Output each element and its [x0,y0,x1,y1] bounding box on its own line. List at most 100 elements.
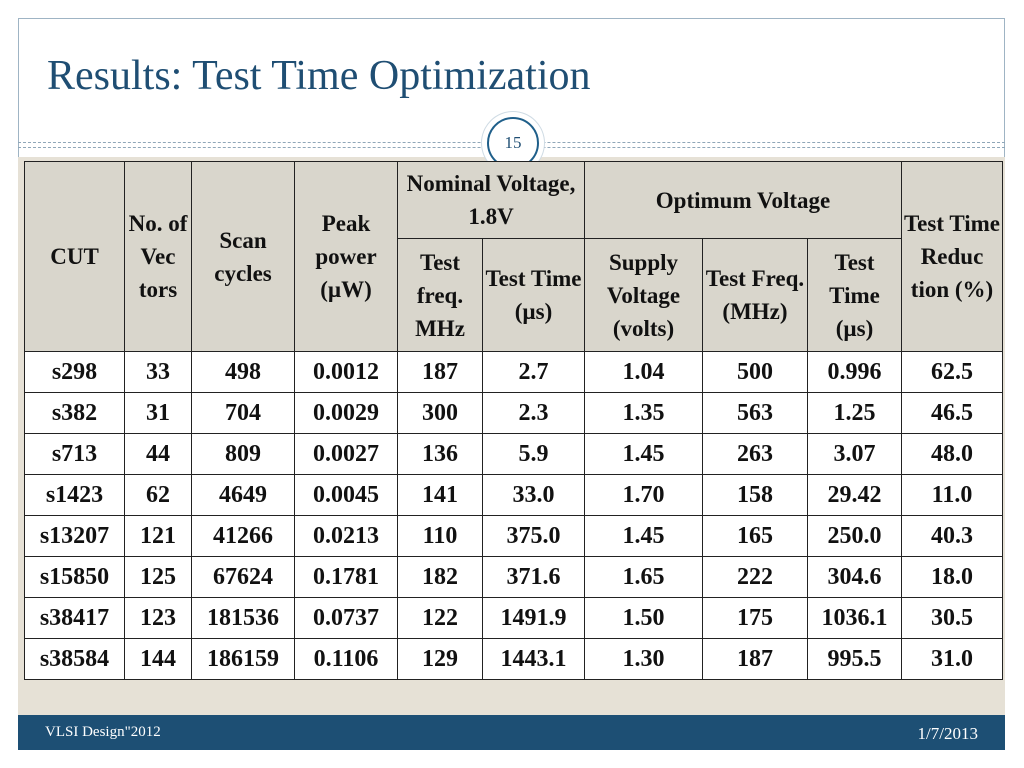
table-cell: 0.996 [807,351,902,393]
table-cell: 182 [397,556,483,598]
table-cell: s38584 [24,638,125,680]
table-cell: s298 [24,351,125,393]
header-scan-cycles: Scan cycles [191,161,295,352]
table-cell: 31.0 [901,638,1003,680]
table-cell: 1.65 [584,556,703,598]
table-cell: 1.25 [807,392,902,434]
table-cell: 0.0045 [294,474,398,516]
table-cell: 4649 [191,474,295,516]
table-cell: 158 [702,474,808,516]
table-cell: 125 [124,556,192,598]
results-table: CUT No. of Vec tors Scan cycles Peak pow… [24,161,1003,680]
table-cell: 0.1781 [294,556,398,598]
table-cell: 33 [124,351,192,393]
table-cell: 181536 [191,597,295,639]
table-cell: 1.45 [584,515,703,557]
table-cell: 29.42 [807,474,902,516]
table-cell: 5.9 [482,433,585,475]
table-cell: 304.6 [807,556,902,598]
footer-date: 1/7/2013 [917,724,978,743]
page-number-badge: 15 [487,117,539,169]
table-cell: 122 [397,597,483,639]
table-row: s13207 121 41266 0.0213 110 375.0 1.45 165 250.0… [24,515,1003,557]
table-row: s38417 123 181536 0.0737 122 1491.9 1.50 175 103… [24,597,1003,639]
table-cell: 40.3 [901,515,1003,557]
table-cell: s713 [24,433,125,475]
table-cell: 41266 [191,515,295,557]
table-cell: 62 [124,474,192,516]
table-cell: 1.50 [584,597,703,639]
table-cell: 0.0737 [294,597,398,639]
table-cell: 46.5 [901,392,1003,434]
table-row: s298 33 498 0.0012 187 2.7 1.04 500 0.996 62.5 [24,351,1003,393]
table-cell: 371.6 [482,556,585,598]
table-cell: 187 [397,351,483,393]
table-cell: 0.1106 [294,638,398,680]
table-cell: 186159 [191,638,295,680]
table-cell: 2.7 [482,351,585,393]
table-cell: 136 [397,433,483,475]
table-cell: 3.07 [807,433,902,475]
table-cell: 250.0 [807,515,902,557]
table-cell: 1.35 [584,392,703,434]
table-cell: 563 [702,392,808,434]
table-cell: 1.30 [584,638,703,680]
table-cell: 187 [702,638,808,680]
header-optimum-voltage: Optimum Voltage [584,161,902,239]
table-cell: 18.0 [901,556,1003,598]
table-cell: 62.5 [901,351,1003,393]
header-nominal-freq: Test freq. MHz [397,238,483,352]
table-cell: 1491.9 [482,597,585,639]
table-cell: 123 [124,597,192,639]
table-cell: 1036.1 [807,597,902,639]
table-cell: 11.0 [901,474,1003,516]
table-cell: 44 [124,433,192,475]
table-row: s38584 144 186159 0.1106 129 1443.1 1.30 187 995… [24,638,1003,680]
table-cell: 121 [124,515,192,557]
table-cell: 67624 [191,556,295,598]
table-cell: 498 [191,351,295,393]
slide-title: Results: Test Time Optimization [47,53,591,99]
table-cell: s382 [24,392,125,434]
table-cell: 175 [702,597,808,639]
table-cell: 0.0213 [294,515,398,557]
table-body: s298 33 498 0.0012 187 2.7 1.04 500 0.996 62.5 s38… [24,351,1003,680]
table-cell: 0.0027 [294,433,398,475]
header-supply-voltage: Supply Voltage (volts) [584,238,703,352]
header-nominal-time: Test Time (µs) [482,238,585,352]
table-cell: 222 [702,556,808,598]
header-time-reduction: Test Time Reduc tion (%) [901,161,1003,352]
header-optimum-time: Test Time (µs) [807,238,902,352]
table-cell: 375.0 [482,515,585,557]
table-cell: 704 [191,392,295,434]
footer-conference: VLSI Design"2012 [45,724,161,740]
table-cell: 0.0012 [294,351,398,393]
table-cell: 0.0029 [294,392,398,434]
table-row: s1423 62 4649 0.0045 141 33.0 1.70 158 29.42 11.0 [24,474,1003,516]
table-cell: 110 [397,515,483,557]
table-cell: 31 [124,392,192,434]
table-cell: 48.0 [901,433,1003,475]
table-cell: 809 [191,433,295,475]
header-peak-power: Peak power (µW) [294,161,398,352]
table-cell: 995.5 [807,638,902,680]
table-cell: 2.3 [482,392,585,434]
table-cell: s38417 [24,597,125,639]
table-cell: 165 [702,515,808,557]
table-cell: 30.5 [901,597,1003,639]
table-cell: 263 [702,433,808,475]
table-cell: 300 [397,392,483,434]
table-row: s713 44 809 0.0027 136 5.9 1.45 263 3.07 48.0 [24,433,1003,475]
table-cell: 500 [702,351,808,393]
header-optimum-freq: Test Freq. (MHz) [702,238,808,352]
table-cell: s13207 [24,515,125,557]
header-nominal-voltage: Nominal Voltage, 1.8V [397,161,585,239]
table-cell: s15850 [24,556,125,598]
table-row: s382 31 704 0.0029 300 2.3 1.35 563 1.25 46.5 [24,392,1003,434]
table-cell: 144 [124,638,192,680]
table-cell: 33.0 [482,474,585,516]
table-cell: 1443.1 [482,638,585,680]
header-cut: CUT [24,161,125,352]
table-row: s15850 125 67624 0.1781 182 371.6 1.65 222 304.6… [24,556,1003,598]
footer-bar [18,715,1005,750]
